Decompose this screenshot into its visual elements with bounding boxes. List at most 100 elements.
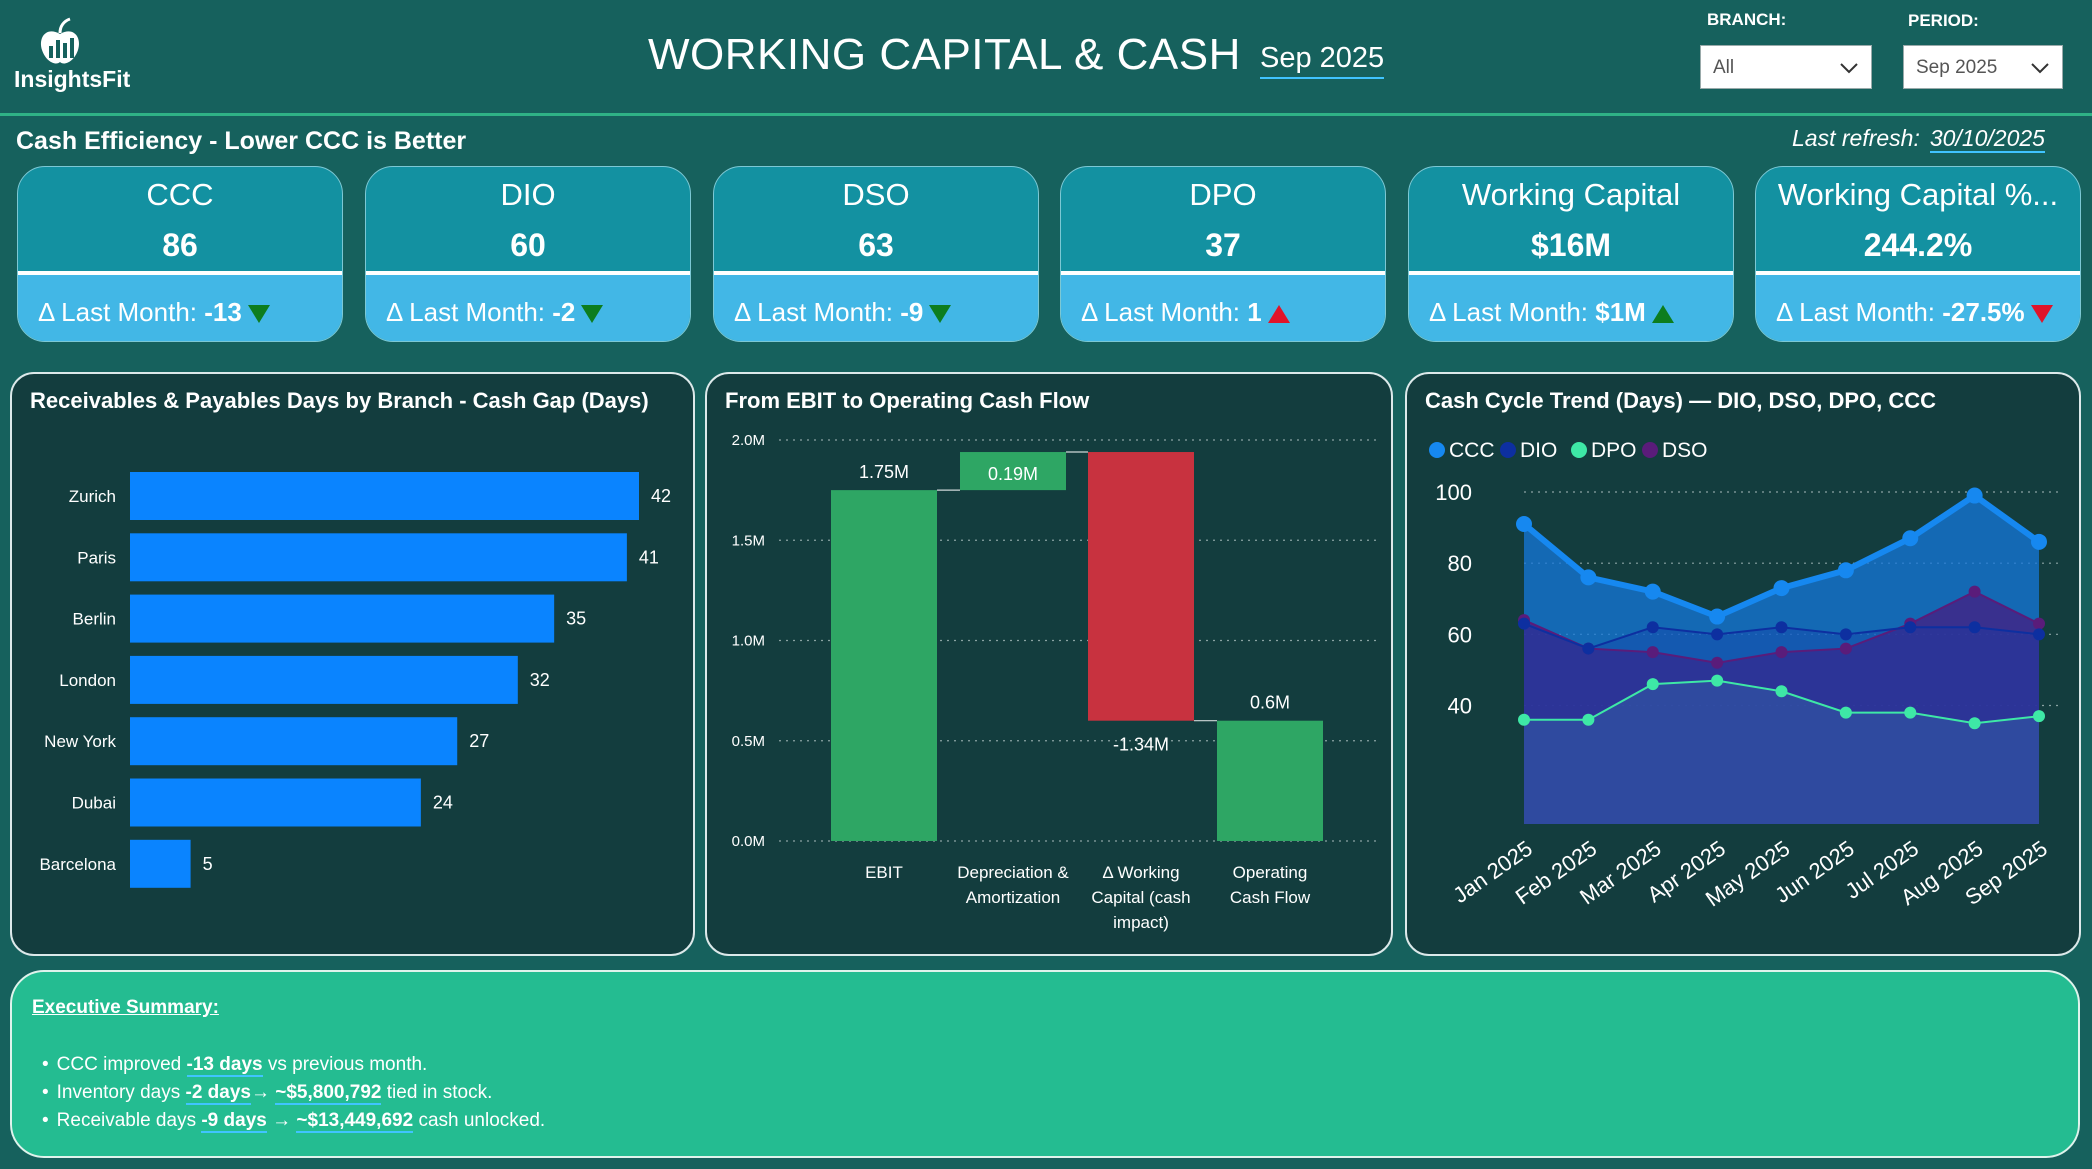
data-point[interactable] [1904, 706, 1917, 719]
data-point[interactable] [2031, 533, 2047, 550]
kpi-delta-strip: Δ Last Month: -2 [366, 271, 690, 341]
data-point[interactable] [1711, 674, 1724, 687]
branch-chart-title: Receivables & Payables Days by Branch - … [30, 388, 649, 413]
branch-bar[interactable] [130, 472, 639, 520]
period-caption: PERIOD: [1908, 11, 1979, 30]
data-point[interactable] [1711, 656, 1724, 669]
data-point[interactable] [1646, 678, 1659, 691]
insightsfit-logo-icon [40, 17, 80, 64]
kpi-card[interactable]: DPO 37 Δ Last Month: 1 [1060, 166, 1386, 342]
legend-label: DIO [1520, 439, 1557, 462]
bar-value-label: 32 [530, 670, 550, 690]
data-point[interactable] [1711, 628, 1724, 641]
logo: InsightsFit [14, 16, 134, 96]
kpi-section-title: Cash Efficiency - Lower CCC is Better [16, 127, 467, 155]
data-point[interactable] [1775, 646, 1788, 659]
waterfall-bar[interactable] [1217, 720, 1323, 841]
kpi-card[interactable]: DSO 63 Δ Last Month: -9 [713, 166, 1039, 342]
kpi-card[interactable]: DIO 60 Δ Last Month: -2 [365, 166, 691, 342]
summary-text: Inventory days [56, 1082, 186, 1103]
kpi-delta: Δ Last Month: -27.5% [1776, 297, 2053, 328]
kpi-value: 244.2% [1863, 227, 1973, 263]
summary-highlight: ~$5,800,792 [275, 1082, 382, 1105]
data-point[interactable] [1902, 530, 1919, 547]
last-refresh: Last refresh: 30/10/2025 [1792, 125, 2045, 153]
data-point[interactable] [2033, 628, 2045, 641]
data-point[interactable] [1709, 608, 1726, 625]
data-point[interactable] [1968, 717, 1981, 730]
summary-text: → [250, 1082, 276, 1103]
kpi-delta-value: -13 [204, 297, 242, 327]
data-point[interactable] [1837, 562, 1854, 579]
branch-dropdown[interactable]: All [1700, 45, 1872, 89]
waterfall-chart: 0.0M 0.5M 1.0M 1.5M 2.0M 1.75M 0.19M -1.34M 0.6M… [732, 432, 1377, 932]
waterfall-bar[interactable] [960, 452, 1066, 491]
branch-bar[interactable] [130, 655, 518, 704]
branch-cash-gap-panel: Receivables & Payables Days by Branch - … [10, 372, 695, 956]
data-point[interactable] [1775, 685, 1788, 698]
waterfall-value-label: 1.75M [859, 462, 909, 482]
waterfall-bar[interactable] [1088, 452, 1194, 721]
bar-category-label: New York [44, 732, 116, 751]
y-tick-label: 60 [1448, 622, 1472, 647]
summary-highlight: -9 days [201, 1110, 267, 1133]
data-point[interactable] [1839, 642, 1852, 655]
data-point[interactable] [1966, 487, 1983, 504]
y-tick-label: 0.5M [732, 733, 765, 750]
data-point[interactable] [1582, 713, 1595, 726]
x-category-label: EBIT [865, 863, 903, 882]
data-point[interactable] [1516, 516, 1532, 533]
data-point[interactable] [1644, 583, 1661, 600]
branch-bar[interactable] [130, 717, 458, 766]
summary-text: tied in stock. [381, 1082, 493, 1103]
legend-marker [1500, 442, 1516, 458]
kpi-delta-value: 1 [1247, 297, 1262, 327]
y-tick-label: 2.0M [732, 432, 765, 449]
kpi-card[interactable]: Working Capital %... 244.2% Δ Last Month: … [1755, 166, 2081, 342]
branch-bar[interactable] [130, 533, 627, 582]
data-point[interactable] [1646, 646, 1659, 659]
kpi-delta-label: Δ Last Month: [734, 297, 894, 327]
summary-item: Receivable days -9 days → ~$13,449,692 c… [42, 1107, 545, 1135]
ebit-ocf-panel: From EBIT to Operating Cash Flow 0.0M 0.5… [705, 372, 1393, 956]
kpi-title: DPO [1189, 177, 1257, 212]
bar-value-label: 24 [433, 793, 453, 813]
data-point[interactable] [1518, 617, 1530, 630]
period-dropdown[interactable]: Sep 2025 [1903, 45, 2063, 89]
branch-bar[interactable] [130, 594, 555, 643]
data-point[interactable] [1839, 628, 1852, 641]
kpi-value: $16M [1530, 227, 1612, 263]
data-point[interactable] [1839, 706, 1852, 719]
summary-item: Inventory days -2 days→ ~$5,800,792 tied… [42, 1079, 545, 1107]
kpi-card[interactable]: CCC 86 Δ Last Month: -13 [17, 166, 343, 342]
data-point[interactable] [1518, 713, 1530, 726]
legend-label: DPO [1591, 439, 1637, 462]
data-point[interactable] [1582, 642, 1595, 655]
triangle-down-icon [247, 305, 270, 324]
branch-bar[interactable] [130, 778, 421, 827]
data-point[interactable] [1904, 621, 1917, 634]
data-point[interactable] [2033, 710, 2045, 723]
kpi-delta-label: Δ Last Month: [386, 297, 546, 327]
kpi-card[interactable]: Working Capital $16M Δ Last Month: $1M [1408, 166, 1734, 342]
bar-category-label: Zurich [69, 487, 116, 506]
data-point[interactable] [1968, 621, 1981, 634]
data-point[interactable] [1580, 569, 1597, 586]
data-point[interactable] [1646, 621, 1659, 634]
data-point[interactable] [1968, 585, 1981, 598]
data-point[interactable] [2033, 617, 2045, 630]
summary-list: CCC improved -13 days vs previous month.… [42, 1051, 545, 1135]
triangle-down-icon [2030, 305, 2053, 324]
bar-value-label: 42 [651, 486, 671, 506]
data-point[interactable] [1773, 580, 1790, 597]
data-point[interactable] [1775, 621, 1788, 634]
y-tick-label: 80 [1448, 551, 1472, 576]
summary-text: Receivable days [56, 1110, 202, 1131]
bar-category-label: Barcelona [39, 855, 116, 874]
kpi-title: DSO [842, 177, 910, 212]
waterfall-bar[interactable] [831, 490, 937, 841]
kpi-delta: Δ Last Month: -9 [734, 297, 952, 328]
period-label: Sep 2025 [1260, 42, 1385, 79]
branch-bar[interactable] [130, 839, 191, 888]
series-area [1524, 591, 2039, 824]
